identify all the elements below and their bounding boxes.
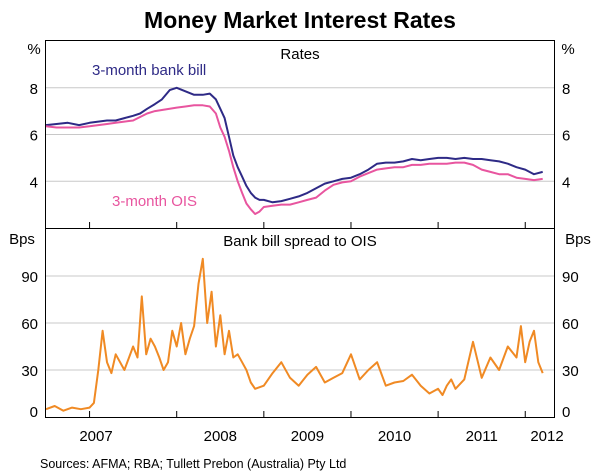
spread-left-unit: Bps [9, 231, 35, 248]
x-axis-year-labels: 2007 2008 2009 2010 2011 2012 [79, 428, 563, 445]
spread-right-unit: Bps [565, 231, 591, 248]
spread-right-tick-labels: 0 30 60 90 [562, 269, 579, 421]
rates-left-tick-label: 6 [30, 128, 38, 145]
spread-series-lines [45, 257, 544, 412]
rates-right-tick-label: 4 [562, 174, 570, 191]
x-year-label: 2010 [378, 428, 411, 445]
source-note: Sources: AFMA; RBA; Tullett Prebon (Aust… [40, 457, 346, 471]
x-year-label: 2008 [204, 428, 237, 445]
rates-left-unit: % [27, 41, 40, 58]
spread-right-tick-label: 60 [562, 316, 579, 333]
spread-x-ticks [89, 411, 526, 417]
rates-right-tick-label: 8 [562, 81, 570, 98]
rates-series-1-line [45, 104, 543, 215]
spread-gridlines [46, 275, 554, 371]
x-year-label: 2009 [291, 428, 324, 445]
rates-gridlines [46, 87, 554, 182]
rates-panel: Rates % % 4 6 8 4 6 8 3-month bank bill 3-mo… [27, 41, 575, 228]
bank-bill-series-label: 3-month bank bill [92, 62, 206, 79]
rates-panel-title: Rates [280, 46, 319, 63]
rates-series-0-line [45, 86, 543, 204]
spread-right-tick-label: 0 [562, 404, 570, 421]
spread-panel-frame [45, 228, 555, 418]
rates-right-tick-labels: 4 6 8 [562, 81, 570, 192]
x-year-label: 2012 [530, 428, 563, 445]
spread-right-tick-label: 30 [562, 363, 579, 380]
rates-left-tick-label: 4 [30, 174, 38, 191]
spread-panel-title: Bank bill spread to OIS [223, 233, 376, 250]
spread-panel: Bank bill spread to OIS Bps Bps 0306090 … [9, 231, 591, 421]
rates-right-unit: % [561, 41, 574, 58]
rates-left-tick-labels: 4 6 8 [30, 81, 38, 192]
figure-title: Money Market Interest Rates [144, 7, 456, 33]
x-year-label: 2007 [79, 428, 112, 445]
spread-right-tick-label: 90 [562, 269, 579, 286]
spread-left-tick-label: 0 [30, 404, 38, 421]
ois-series-label: 3-month OIS [112, 193, 197, 210]
rates-x-ticks [89, 222, 526, 228]
spread-left-tick-label: 60 [21, 316, 38, 333]
spread-series-0-line [45, 257, 544, 412]
rates-series-lines [45, 86, 543, 215]
x-year-label: 2011 [466, 428, 498, 445]
rates-left-tick-label: 8 [30, 81, 38, 98]
spread-left-tick-label: 30 [21, 363, 38, 380]
spread-left-tick-labels: 0 30 60 90 [21, 269, 38, 421]
rates-right-tick-label: 6 [562, 128, 570, 145]
spread-left-tick-label: 90 [21, 269, 38, 286]
